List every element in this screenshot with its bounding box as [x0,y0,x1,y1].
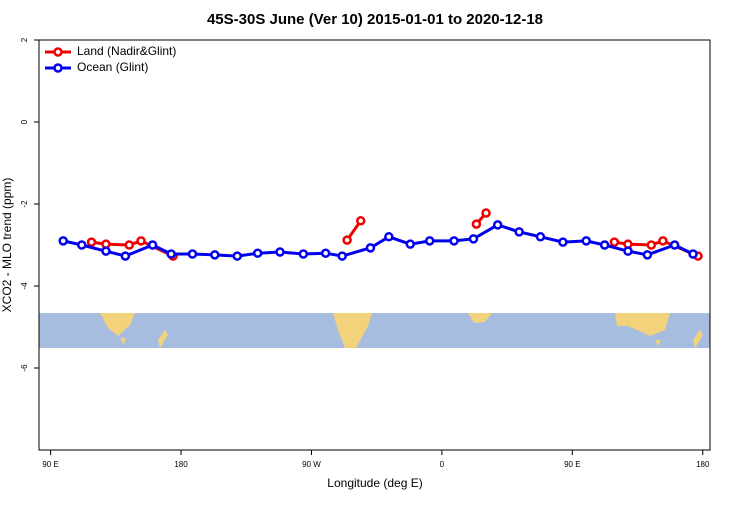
x-tick-label: 180 [696,460,710,469]
point [384,232,394,242]
point [58,236,68,246]
map-band [39,313,710,348]
point [124,240,135,250]
point [669,240,680,250]
point [658,236,668,246]
series-line [62,223,694,258]
point [77,240,87,250]
point [210,250,220,260]
point [514,227,524,237]
point [320,248,331,258]
point [623,246,633,256]
point [642,250,653,260]
point [468,234,479,244]
point [492,220,503,230]
point [535,232,546,242]
point [609,237,620,247]
point [101,246,111,256]
point [355,216,366,226]
series-line [91,212,699,258]
legend-marker [53,63,63,73]
y-tick-label: -2 [20,200,29,208]
point [365,243,376,253]
point [136,236,146,246]
y-tick-label: 2 [20,37,29,42]
point [86,237,97,247]
plot-frame [38,39,711,451]
point [449,236,459,246]
x-tick-label: 0 [440,460,445,469]
chart-title: 45S-30S June (Ver 10) 2015-01-01 to 2020… [207,11,543,28]
x-tick-label: 90 W [302,460,321,469]
point [405,239,416,249]
point [471,219,482,229]
point [252,248,263,258]
point [232,251,243,261]
point [688,249,698,259]
y-tick-label: 0 [20,119,29,124]
point [275,247,285,257]
point [599,240,610,250]
x-tick-label: 90 E [564,460,580,469]
point [481,208,491,218]
point [342,235,352,245]
point [646,240,657,250]
y-tick-label: -4 [20,282,29,290]
point [298,249,309,259]
point [581,236,591,246]
point [558,237,568,247]
y-axis-label: XCO2 - MLO trend (ppm) [0,178,14,313]
legend-label: Ocean (Glint) [77,60,148,74]
point [187,249,198,259]
x-tick-label: 180 [174,460,188,469]
point [147,240,158,250]
x-axis-label: Longitude (deg E) [327,476,422,490]
point [120,251,131,261]
point [337,251,347,261]
x-tick-label: 90 E [42,460,58,469]
point [424,236,435,246]
legend-marker [53,47,63,57]
point [166,249,176,259]
y-tick-label: -6 [20,364,29,372]
legend-label: Land (Nadir&Glint) [77,44,176,58]
